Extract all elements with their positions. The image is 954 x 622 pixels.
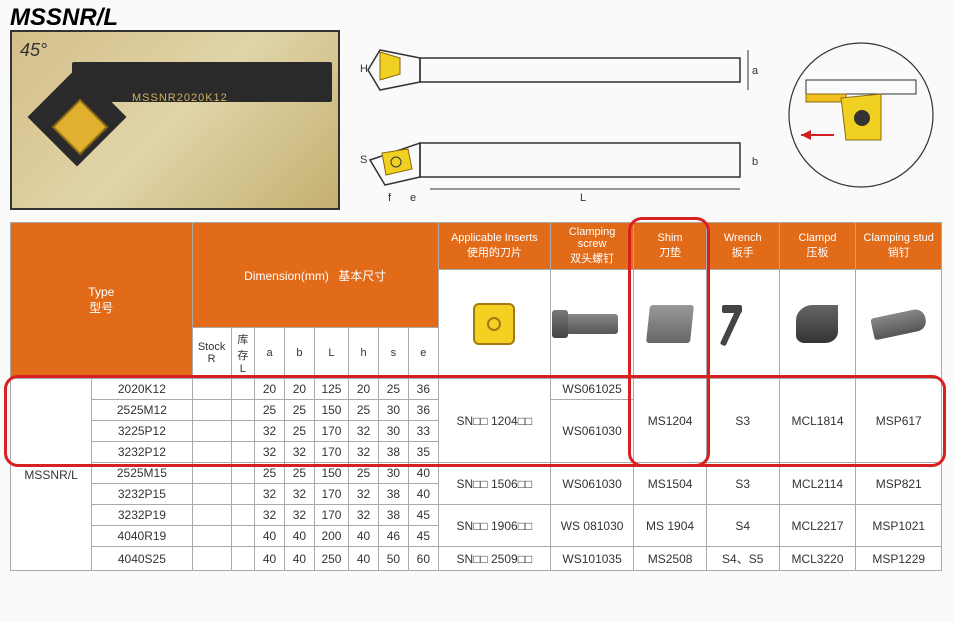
dim-header: Dimension(mm)	[244, 269, 329, 283]
wrench-icon	[720, 301, 766, 347]
svg-text:S: S	[360, 154, 367, 166]
technical-drawing: H a S b L f e	[360, 40, 780, 210]
type-header: Type	[88, 285, 114, 299]
page-title: MSSNR/L	[10, 4, 118, 32]
product-photo: 45° MSSNR2020K12	[10, 30, 340, 210]
table-row: 3232P193232170323845SN□□ 1906□□WS 081030…	[11, 505, 942, 526]
detail-view	[786, 40, 936, 190]
table-row: 2525M152525150253040SN□□ 1506□□WS061030M…	[11, 463, 942, 484]
insert-icon	[473, 303, 515, 345]
svg-text:f: f	[388, 192, 392, 204]
table-row: 4040S254040250405060SN□□ 2509□□WS101035M…	[11, 547, 942, 571]
product-photo-label: MSSNR2020K12	[132, 92, 228, 104]
svg-text:a: a	[752, 65, 759, 77]
spec-table: Type 型号 Dimension(mm) 基本尺寸 Applicable In…	[10, 222, 942, 571]
clamp-icon	[796, 305, 838, 343]
svg-text:L: L	[580, 192, 586, 204]
angle-label: 45°	[20, 40, 47, 61]
table-row: MSSNR/L2020K122020125202536SN□□ 1204□□WS…	[11, 379, 942, 400]
stud-icon	[870, 308, 927, 341]
svg-text:e: e	[410, 192, 416, 204]
svg-text:H: H	[360, 63, 368, 75]
type-header-cn: 型号	[89, 301, 113, 315]
screw-icon	[566, 314, 618, 334]
svg-text:b: b	[752, 156, 758, 168]
shim-icon	[646, 305, 694, 343]
dim-header-cn: 基本尺寸	[338, 269, 386, 283]
